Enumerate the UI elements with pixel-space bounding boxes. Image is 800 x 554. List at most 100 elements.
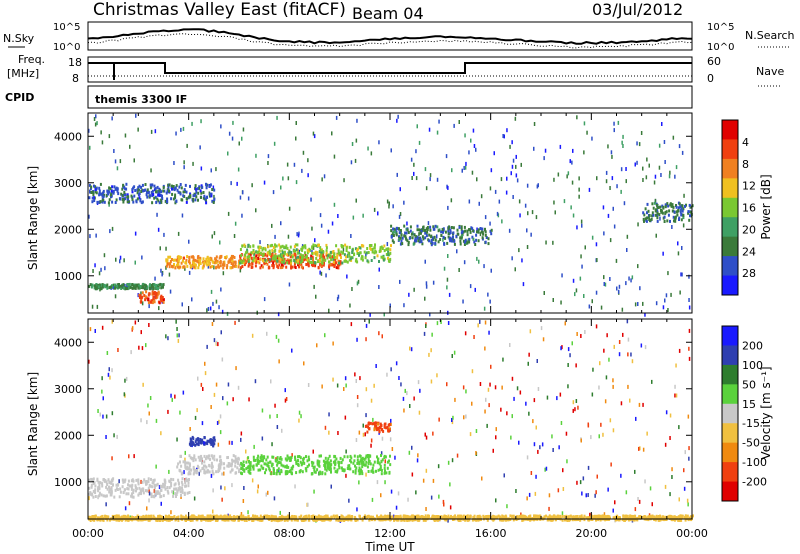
feature-cell <box>277 266 280 270</box>
feature-cell <box>98 192 101 196</box>
echo-cell <box>627 337 630 342</box>
feature-cell <box>320 251 323 255</box>
echo-cell <box>487 387 490 392</box>
feature-cell <box>388 423 391 426</box>
echo-cell <box>635 416 637 421</box>
feature-cell <box>155 483 158 487</box>
echo-cell <box>451 168 453 173</box>
feature-cell <box>448 237 451 241</box>
feature-cell <box>129 484 132 488</box>
feature-cell <box>123 192 126 196</box>
feature-cell <box>468 518 471 522</box>
echo-cell <box>626 234 629 239</box>
feature-cell <box>237 462 240 466</box>
date-label: 03/Jul/2012 <box>592 0 683 19</box>
echo-cell <box>346 274 348 279</box>
echo-cell <box>462 299 464 304</box>
echo-cell <box>663 140 666 144</box>
feature-cell <box>473 240 476 244</box>
feature-cell <box>249 461 252 465</box>
feature-cell <box>271 243 274 247</box>
feature-cell <box>662 205 665 209</box>
feature-cell <box>131 188 134 192</box>
feature-cell <box>229 514 232 518</box>
feature-cell <box>361 465 364 469</box>
echo-cell <box>681 246 683 250</box>
echo-cell <box>453 123 455 128</box>
feature-cell <box>296 459 299 463</box>
echo-cell <box>662 251 664 256</box>
feature-cell <box>335 457 338 461</box>
feature-cell <box>406 239 409 243</box>
feature-cell <box>442 227 445 231</box>
echo-cell <box>584 245 586 250</box>
feature-cell <box>375 426 378 430</box>
echo-cell <box>485 397 487 402</box>
echo-cell <box>370 438 373 443</box>
feature-cell <box>383 467 386 470</box>
echo-cell <box>470 138 472 143</box>
feature-cell <box>471 235 474 239</box>
feature-cell <box>378 260 380 263</box>
feature-cell <box>583 514 586 518</box>
feature-cell <box>428 233 431 237</box>
feature-cell <box>617 516 620 520</box>
echo-cell <box>548 506 550 511</box>
power-colorbar-label: Power [dB] <box>759 174 773 239</box>
feature-cell <box>278 471 281 475</box>
feature-cell <box>127 197 129 201</box>
feature-cell <box>409 225 412 229</box>
echo-cell <box>200 166 203 171</box>
feature-cell <box>376 516 379 520</box>
feature-cell <box>289 458 292 462</box>
feature-cell <box>367 251 370 254</box>
feature-cell <box>414 239 417 243</box>
echo-cell <box>528 492 531 497</box>
feature-cell <box>272 261 275 265</box>
feature-cell <box>126 487 129 491</box>
feature-cell <box>272 264 275 268</box>
feature-cell <box>361 460 364 464</box>
feature-cell <box>680 213 683 217</box>
feature-cell <box>671 518 674 522</box>
feature-cell <box>556 514 559 518</box>
feature-cell <box>201 461 203 465</box>
echo-cell <box>687 414 690 419</box>
echo-cell <box>99 412 101 417</box>
feature-cell <box>417 239 420 243</box>
feature-cell <box>186 255 189 258</box>
echo-cell <box>148 304 150 309</box>
feature-cell <box>356 458 359 462</box>
echo-cell <box>577 405 579 410</box>
feature-cell <box>226 464 229 468</box>
feature-cell <box>132 516 134 519</box>
feature-cell <box>294 249 297 253</box>
echo-cell <box>310 197 312 202</box>
echo-cell <box>124 378 126 383</box>
echo-cell <box>432 478 435 483</box>
feature-cell <box>390 224 393 228</box>
feature-cell <box>278 243 281 247</box>
echo-cell <box>108 134 111 139</box>
echo-cell <box>511 140 513 145</box>
echo-cell <box>591 392 594 397</box>
echo-cell <box>662 305 665 310</box>
echo-cell <box>446 285 448 290</box>
echo-cell <box>177 231 180 236</box>
feature-cell <box>280 255 283 259</box>
echo-cell <box>521 258 523 263</box>
echo-cell <box>425 281 428 286</box>
echo-cell <box>576 225 578 230</box>
echo-cell <box>312 245 315 250</box>
feature-cell <box>319 248 322 252</box>
feature-cell <box>664 203 667 207</box>
feature-cell <box>182 190 185 194</box>
feature-cell <box>365 251 368 255</box>
feature-cell <box>196 437 199 441</box>
feature-cell <box>197 198 199 202</box>
echo-cell <box>530 471 533 475</box>
echo-cell <box>664 484 667 489</box>
feature-cell <box>91 515 94 519</box>
echo-cell <box>442 499 445 504</box>
feature-cell <box>649 219 651 223</box>
